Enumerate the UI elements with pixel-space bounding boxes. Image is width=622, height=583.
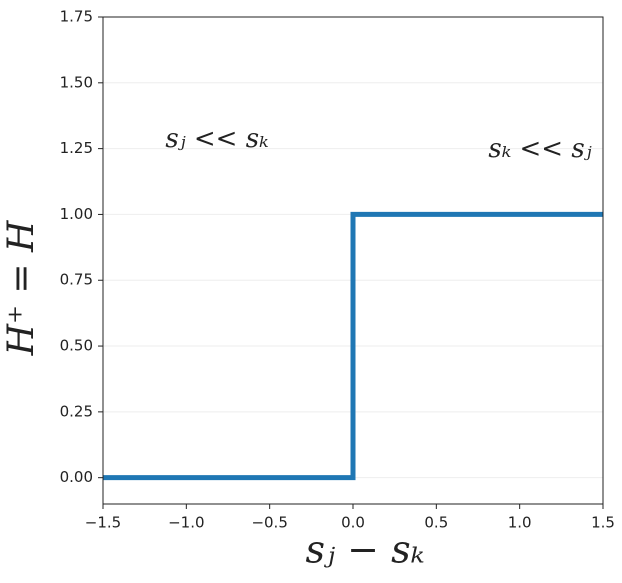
annotation: sⱼ << sₖ (165, 124, 268, 154)
x-tick-label: 1.5 (591, 514, 615, 532)
line (103, 211, 603, 481)
y-tick-label: 0.00 (60, 468, 93, 486)
x-tick-label: 0.0 (341, 514, 365, 532)
y-tick-label: 1.25 (60, 139, 93, 157)
y-tick-label: 1.00 (60, 205, 93, 223)
y-axis-label: H⁺ = H (1, 220, 42, 356)
y-tick-label: 0.75 (60, 271, 93, 289)
y-tick-label: 1.75 (60, 8, 93, 26)
x-tick-label: −1.0 (168, 514, 204, 532)
plot-frame (102, 16, 604, 505)
x-tick-label: 0.5 (424, 514, 448, 532)
x-tick-label: −0.5 (251, 514, 287, 532)
x-tick-label: 1.0 (508, 514, 532, 532)
y-tick-label: 0.25 (60, 402, 93, 420)
x-axis-label: sⱼ − sₖ (306, 528, 425, 572)
annotation: sₖ << sⱼ (488, 134, 591, 164)
x-tick-label: −1.5 (85, 514, 121, 532)
y-tick-label: 1.50 (60, 73, 93, 91)
y-tick-label: 0.50 (60, 337, 93, 355)
